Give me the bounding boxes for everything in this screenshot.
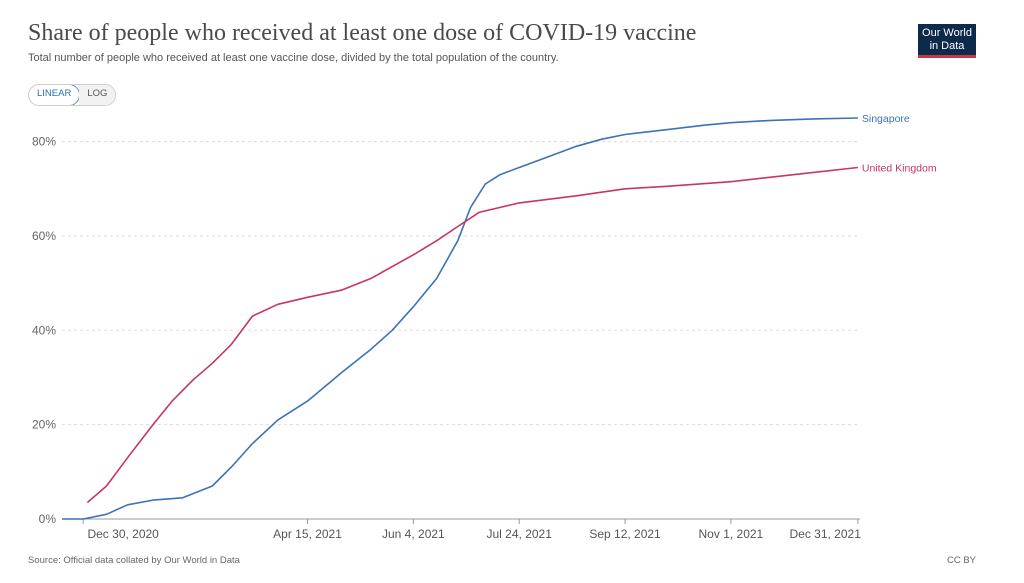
scale-toggle: LINEAR LOG xyxy=(28,84,117,106)
series-label-united-kingdom: United Kingdom xyxy=(862,163,937,175)
series-label-singapore: Singapore xyxy=(862,113,910,125)
y-tick-label: 40% xyxy=(32,323,56,337)
chart-subtitle: Total number of people who received at l… xyxy=(28,52,559,64)
x-tick-label: Dec 31, 2021 xyxy=(789,527,861,541)
series-line-singapore xyxy=(62,117,858,520)
y-tick-label: 60% xyxy=(32,229,56,243)
y-tick-label: 0% xyxy=(39,512,57,526)
x-tick-label: Sep 12, 2021 xyxy=(589,527,661,541)
y-tick-label: 20% xyxy=(32,418,56,432)
owid-logo[interactable]: Our World in Data xyxy=(918,24,976,58)
x-tick-label: Jun 4, 2021 xyxy=(382,527,445,541)
license-label[interactable]: CC BY xyxy=(946,555,976,566)
x-tick-label: Dec 30, 2020 xyxy=(87,527,159,541)
x-tick-label: Nov 1, 2021 xyxy=(699,527,764,541)
x-tick-label: Jul 24, 2021 xyxy=(487,527,553,541)
log-scale-button[interactable]: LOG xyxy=(79,85,116,105)
logo-line-2: in Data xyxy=(929,40,965,52)
series-line-united-kingdom xyxy=(86,166,858,504)
logo-line-1: Our World xyxy=(922,27,972,39)
source-note[interactable]: Source: Official data collated by Our Wo… xyxy=(28,555,240,566)
chart-title: Share of people who received at least on… xyxy=(28,20,697,46)
y-tick-label: 80% xyxy=(32,135,56,149)
x-tick-label: Apr 15, 2021 xyxy=(273,527,342,541)
